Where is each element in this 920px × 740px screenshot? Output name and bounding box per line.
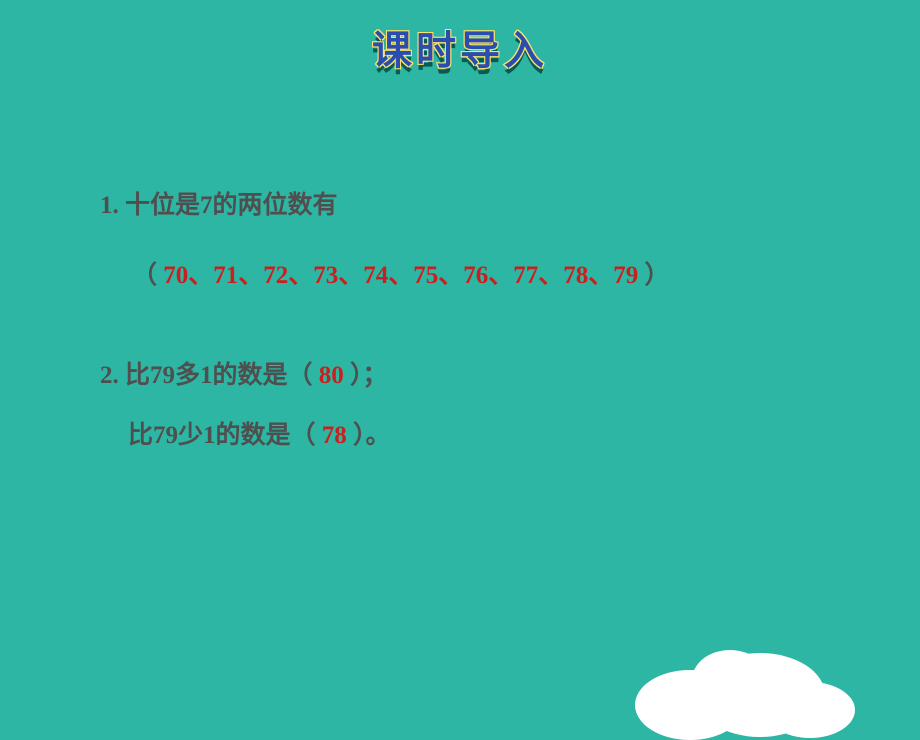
question-2a-text: 2. 比79多1的数是（	[100, 362, 313, 389]
question-1-answer-line: （ 70、71、72、73、74、75、76、77、78、79 ）	[100, 256, 830, 296]
question-2a-text2: ）；	[350, 362, 388, 389]
paren-open: （	[132, 262, 157, 289]
question-2b: 比79少1的数是（ 78 ）。	[100, 416, 830, 456]
question-2a: 2. 比79多1的数是（ 80 ）；	[100, 356, 830, 396]
question-1-answer: 70、71、72、73、74、75、76、77、78、79	[163, 262, 638, 289]
question-1-prompt: 1. 十位是7的两位数有	[100, 186, 830, 226]
question-2a-answer: 80	[313, 362, 351, 389]
question-2b-answer: 78	[316, 422, 354, 449]
content-area: 1. 十位是7的两位数有 （ 70、71、72、73、74、75、76、77、7…	[0, 76, 920, 456]
paren-close: ）	[645, 262, 670, 289]
page-title: 课时导入	[0, 0, 920, 76]
question-2b-text2: ）。	[353, 422, 391, 449]
cloud-decoration-icon	[620, 620, 860, 740]
question-2b-text: 比79少1的数是（	[128, 422, 316, 449]
